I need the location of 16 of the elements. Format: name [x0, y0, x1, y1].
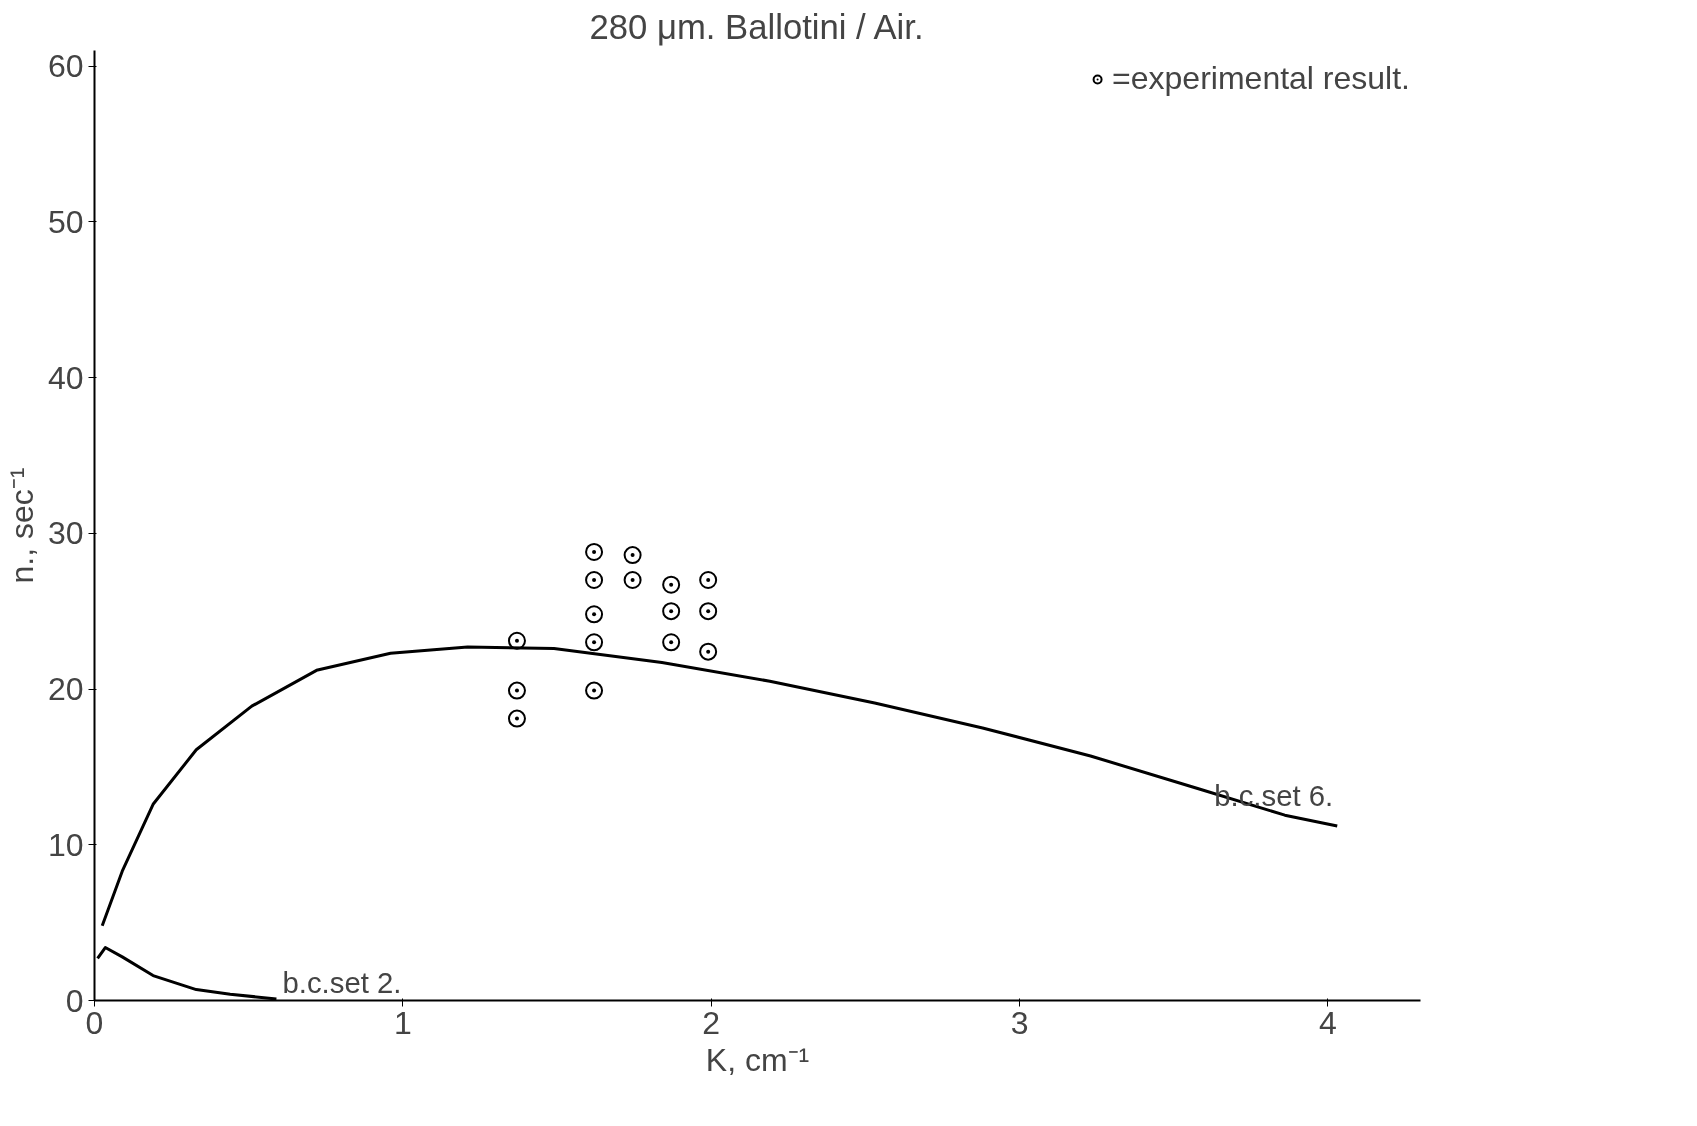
x-tick-label: 1 — [393, 1004, 412, 1041]
x-tick-label: 2 — [702, 1004, 721, 1041]
y-tick-label: 50 — [47, 203, 84, 240]
y-tick-label: 10 — [47, 826, 84, 863]
y-tick-label: 60 — [47, 48, 84, 85]
chart-title: 280 μm. Ballotini / Air. — [589, 7, 924, 46]
x-tick-label: 3 — [1010, 1004, 1029, 1041]
legend-label: =experimental result. — [1112, 60, 1410, 97]
y-tick-label: 30 — [47, 515, 84, 552]
x-axis-title: K, cm⁻¹ — [705, 1041, 810, 1078]
x-tick-label: 4 — [1319, 1004, 1337, 1041]
y-tick-label: 20 — [47, 671, 84, 708]
y-axis-title: n., sec⁻¹ — [3, 467, 40, 584]
series-label: b.c.set 2. — [282, 965, 402, 999]
y-tick-label: 40 — [47, 359, 84, 396]
series-label: b.c.set 6. — [1214, 779, 1334, 813]
